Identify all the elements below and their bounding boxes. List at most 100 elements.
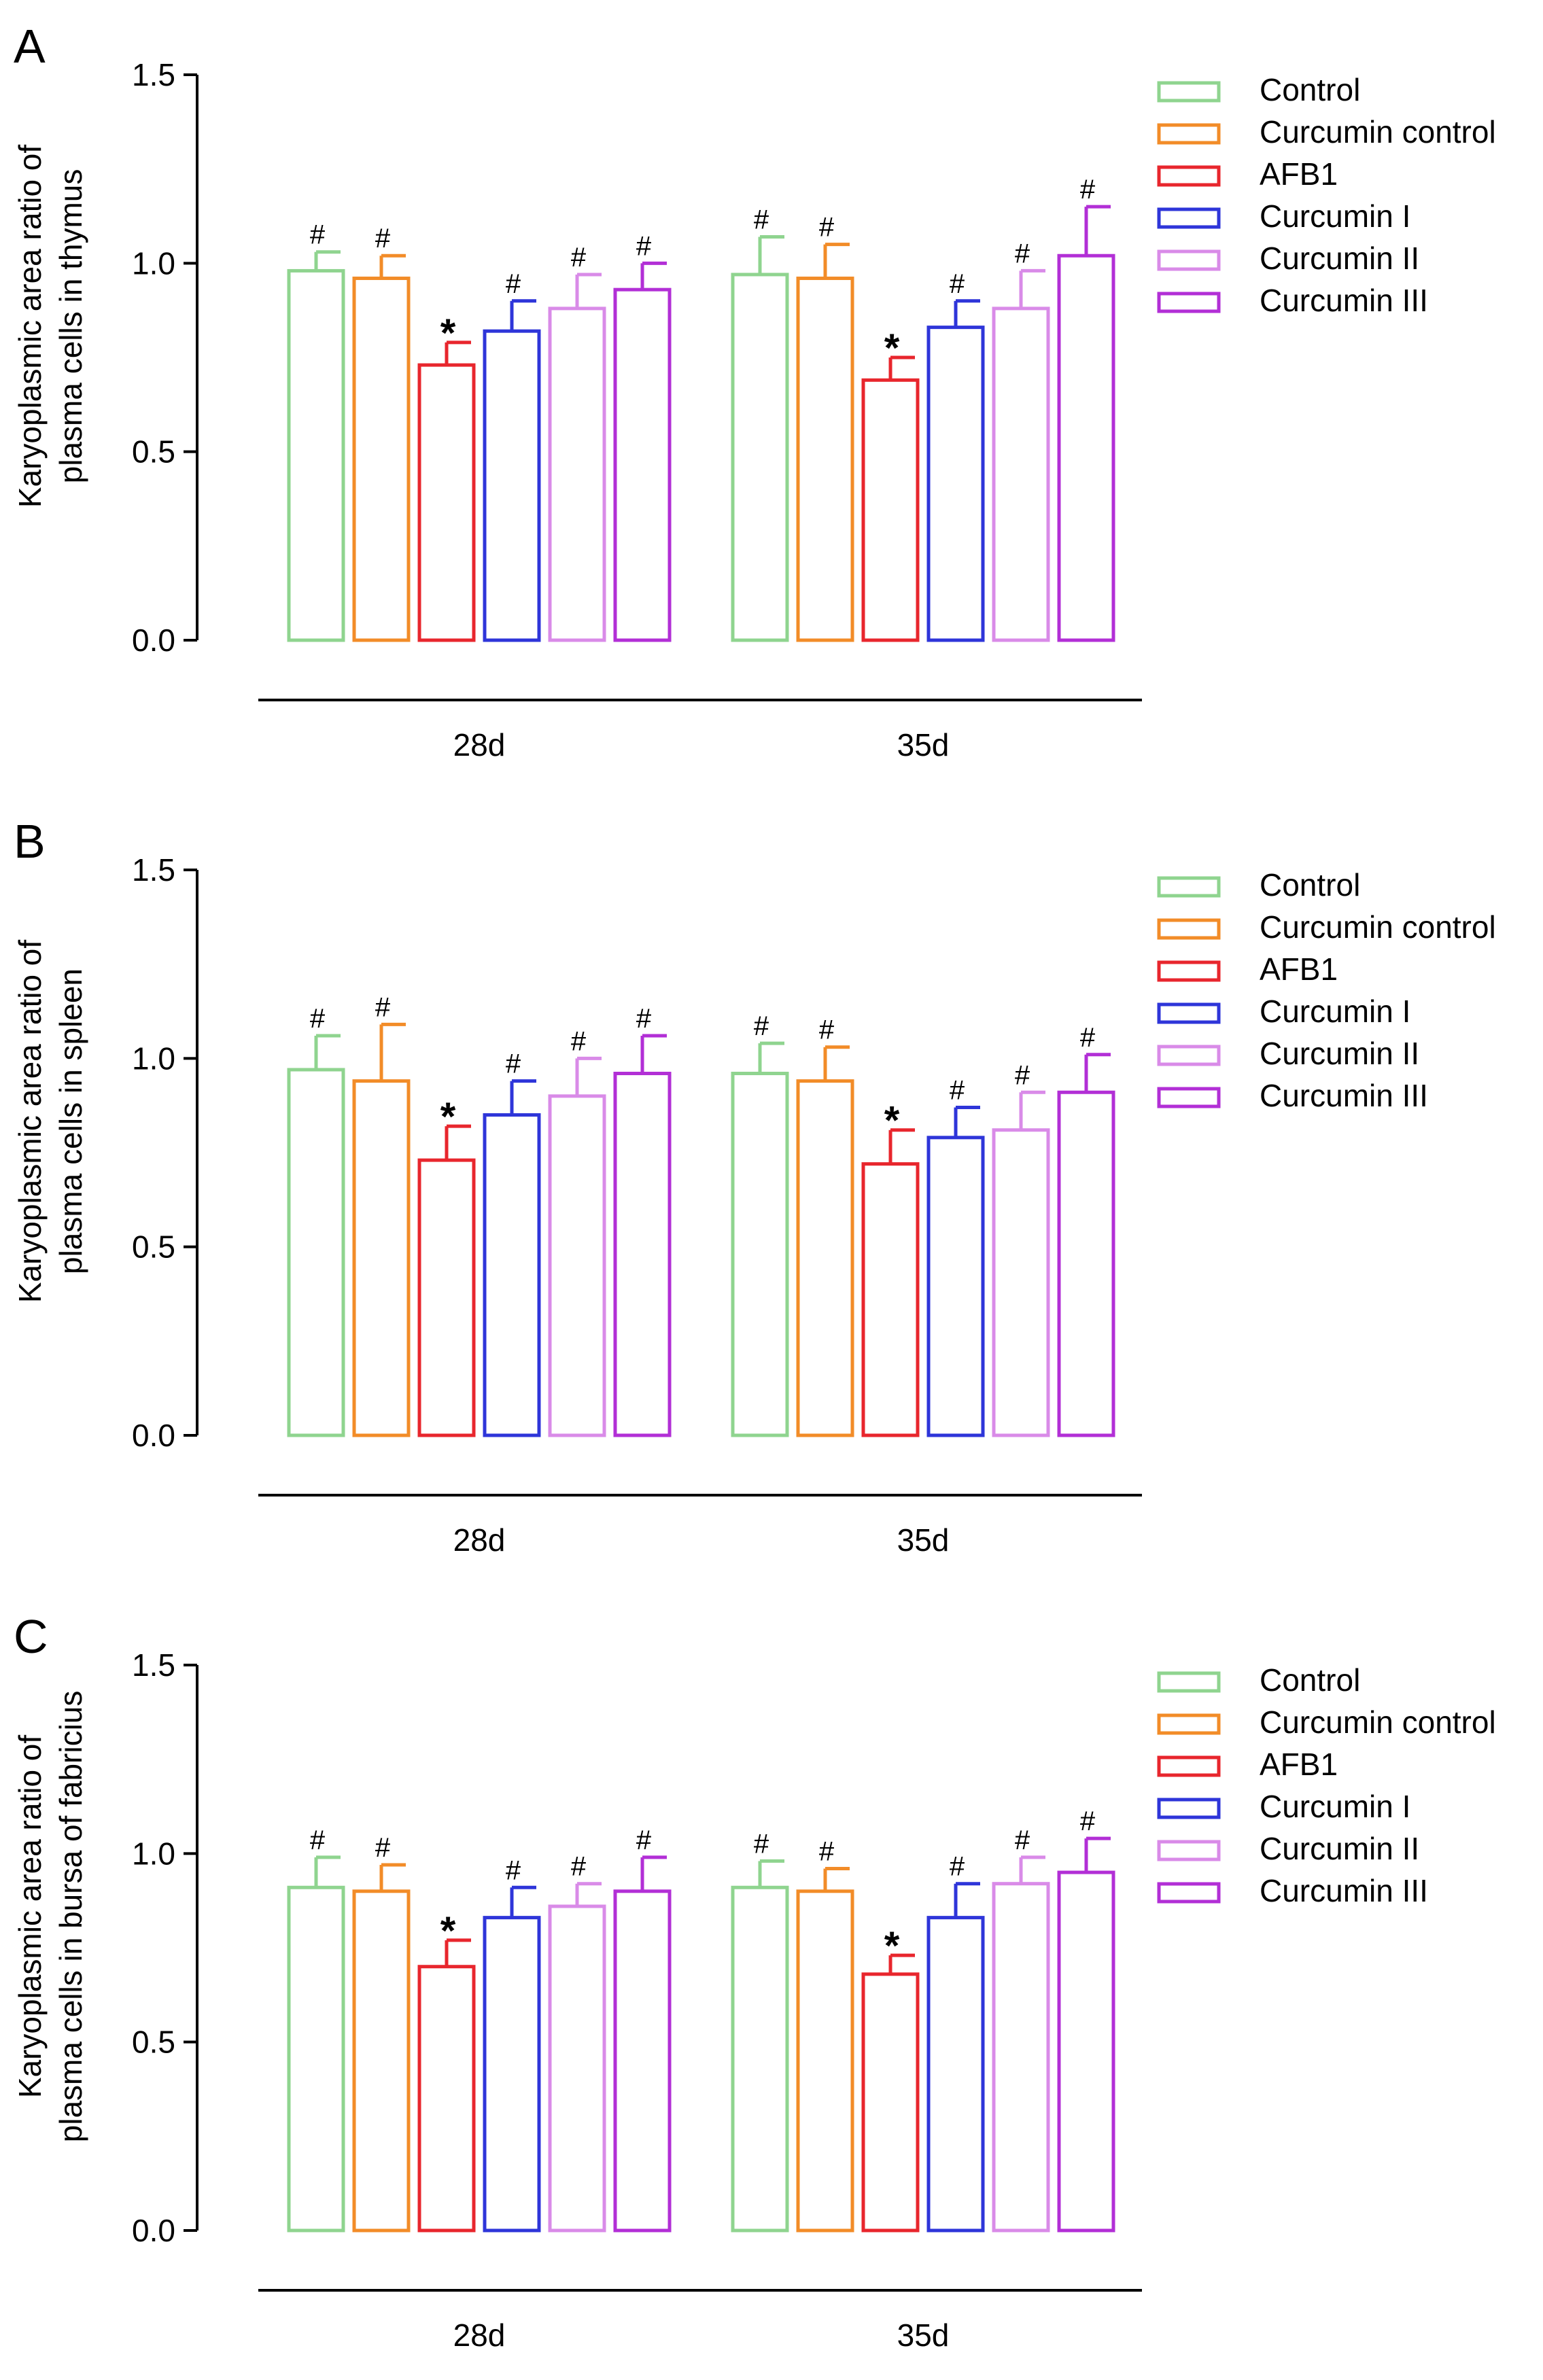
significance-mark: # — [571, 1026, 587, 1056]
significance-mark: # — [1015, 1060, 1030, 1090]
significance-mark: # — [950, 1075, 965, 1105]
bar — [731, 273, 789, 642]
legend-label: Curcumin III — [1260, 283, 1428, 318]
legend-swatch — [1157, 249, 1221, 271]
y-tick-label: 1.5 — [132, 852, 175, 888]
significance-mark: # — [571, 1852, 587, 1882]
y-axis-title: plasma cells in spleen — [53, 968, 88, 1274]
y-tick-label: 1.0 — [132, 245, 175, 281]
legend-label: Curcumin II — [1260, 1036, 1419, 1071]
bar — [992, 1882, 1050, 2233]
bar — [417, 363, 476, 642]
significance-mark: # — [310, 1004, 326, 1034]
bar — [548, 307, 606, 642]
y-tick-label: 0.0 — [132, 1418, 175, 1453]
significance-mark: * — [440, 311, 456, 355]
chart-panel-a: A 0.0 0.5 1.0 1.5 Karyoplasmic area ratio of p… — [12, 20, 1496, 763]
y-tick-label: 1.5 — [132, 1647, 175, 1683]
bar — [548, 1094, 606, 1437]
bar — [613, 287, 672, 642]
legend-label: Curcumin I — [1260, 994, 1410, 1029]
legend-label: Control — [1260, 1662, 1360, 1698]
y-tick-label: 0.0 — [132, 623, 175, 658]
legend-label: AFB1 — [1260, 951, 1338, 987]
legend-swatch — [1157, 165, 1221, 187]
panel-label: C — [14, 1610, 48, 1663]
bar — [287, 268, 345, 642]
legend-swatch — [1157, 1087, 1221, 1108]
bar — [483, 329, 541, 642]
chart-panel-c: C 0.0 0.5 1.0 1.5 Karyoplasmic area ratio of p… — [12, 1610, 1496, 2353]
y-tick-label: 0.5 — [132, 1229, 175, 1265]
legend-label: Curcumin I — [1260, 198, 1410, 234]
legend-label: Curcumin III — [1260, 1078, 1428, 1113]
legend-label: Control — [1260, 72, 1360, 107]
significance-mark: # — [819, 213, 835, 243]
bar — [1057, 1090, 1115, 1437]
bar — [796, 1079, 854, 1437]
significance-mark: # — [819, 1837, 835, 1867]
legend-label: Curcumin I — [1260, 1789, 1410, 1824]
bar — [548, 1904, 606, 2233]
legend-label: Curcumin control — [1260, 114, 1496, 150]
significance-mark: # — [754, 1011, 769, 1041]
legend-label: Curcumin control — [1260, 1704, 1496, 1740]
significance-mark: # — [754, 205, 769, 235]
significance-mark: * — [884, 1099, 900, 1143]
bar — [352, 1079, 411, 1437]
bar — [417, 1158, 476, 1437]
y-axis-title: Karyoplasmic area ratio of — [12, 940, 48, 1303]
legend-swatch — [1157, 1671, 1221, 1693]
bar — [926, 326, 985, 642]
significance-mark: # — [375, 992, 391, 1022]
y-axis-title: plasma cells in thymus — [53, 169, 88, 484]
significance-mark: # — [375, 1833, 391, 1863]
significance-mark: # — [1080, 175, 1096, 205]
x-category-label: 28d — [453, 727, 506, 763]
significance-mark: # — [1015, 1825, 1030, 1855]
legend-swatch — [1157, 876, 1221, 898]
legend-swatch — [1157, 1002, 1221, 1024]
bar — [926, 1916, 985, 2233]
legend-swatch — [1157, 960, 1221, 982]
significance-mark: * — [440, 1909, 456, 1953]
legend-swatch — [1157, 918, 1221, 940]
y-tick-label: 1.5 — [132, 57, 175, 92]
bar — [1057, 1870, 1115, 2233]
bar — [796, 1889, 854, 2233]
x-category-label: 35d — [897, 727, 950, 763]
significance-mark: # — [310, 220, 326, 250]
significance-mark: # — [950, 269, 965, 299]
panel-label: A — [14, 20, 46, 73]
chart-panel-b: B 0.0 0.5 1.0 1.5 Karyoplasmic area ratio of p… — [12, 815, 1496, 1558]
significance-mark: # — [1080, 1023, 1096, 1053]
significance-mark: # — [375, 224, 391, 253]
significance-mark: # — [506, 269, 521, 299]
bar — [1057, 253, 1115, 642]
y-tick-label: 1.0 — [132, 1836, 175, 1871]
y-tick-label: 0.0 — [132, 2213, 175, 2248]
bar — [613, 1889, 672, 2233]
significance-mark: * — [884, 1924, 900, 1968]
y-axis-title: plasma cells in bursa of fabricius — [53, 1691, 88, 2143]
legend-swatch — [1157, 1840, 1221, 1861]
significance-mark: * — [884, 326, 900, 370]
x-category-label: 28d — [453, 1522, 506, 1558]
significance-mark: # — [506, 1855, 521, 1885]
y-axis-title: Karyoplasmic area ratio of — [12, 145, 48, 508]
y-axis-title: Karyoplasmic area ratio of — [12, 1735, 48, 2099]
legend-swatch — [1157, 207, 1221, 229]
bar — [287, 1885, 345, 2233]
legend-swatch — [1157, 123, 1221, 145]
bar — [287, 1068, 345, 1437]
legend-label: Curcumin control — [1260, 909, 1496, 945]
x-category-label: 28d — [453, 2317, 506, 2353]
legend-label: Curcumin III — [1260, 1873, 1428, 1908]
legend-swatch — [1157, 1755, 1221, 1777]
significance-mark: # — [950, 1852, 965, 1882]
bar — [483, 1916, 541, 2233]
bar — [731, 1885, 789, 2233]
legend-swatch — [1157, 1798, 1221, 1819]
significance-mark: # — [1080, 1806, 1096, 1836]
